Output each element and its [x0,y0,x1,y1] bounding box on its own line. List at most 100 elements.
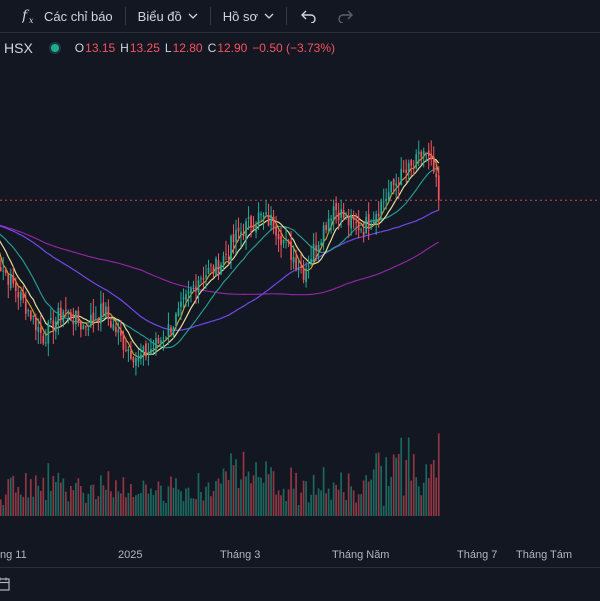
candle-body [207,267,210,274]
candle-body [225,253,227,255]
undo-button[interactable] [291,0,327,32]
volume-bar [427,477,430,516]
volume-bar [120,493,122,516]
candle-body [330,218,332,221]
calendar-icon[interactable] [0,577,10,596]
price-chart[interactable] [0,58,600,545]
candle-body [222,256,225,264]
volume-bar [69,485,72,516]
chart-type-button[interactable]: Biểu đồ [130,0,206,32]
profile-button[interactable]: Hồ sơ [215,0,282,32]
volume-bar [240,479,242,516]
candle-body [365,216,368,234]
volume-bar [17,487,20,516]
volume-bar [140,493,142,516]
time-axis[interactable]: ng 11 2025 Tháng 3 Tháng Năm Tháng 7 Thá… [0,545,600,567]
svg-text:x: x [29,16,34,24]
candle-body [277,234,280,240]
candle-body [405,169,408,173]
volume-bar [125,497,127,516]
candle-body [212,266,215,274]
candle-body [437,175,440,201]
low-label: L [164,41,172,55]
candle-body [130,351,132,359]
candle-body [380,201,383,215]
candle-body [64,309,67,311]
volume-bar [19,494,22,516]
candle-body [69,312,72,321]
volume-bar [97,496,100,516]
candle-body [252,225,255,230]
volume-bar [132,497,135,516]
volume-bar [182,501,185,516]
volume-bar [342,492,345,516]
volume-bar [47,463,50,516]
candle-body [172,326,175,336]
candle-body [430,153,433,160]
symbol-label[interactable]: HSX [4,40,33,56]
candle-body [420,151,423,157]
candle-body [325,224,327,231]
candle-body [357,221,360,231]
volume-bar [107,471,110,516]
volume-bar [262,482,265,516]
volume-bar [315,494,317,516]
candle-body [34,316,37,331]
low-value: 12.80 [172,41,203,55]
chart-type-label: Biểu đồ [137,8,182,24]
candle-body [22,292,25,299]
candle-body [82,325,85,330]
volume-bar [267,474,270,516]
volume-bar [62,478,65,516]
volume-bar [162,500,165,516]
volume-bar [290,467,292,516]
market-status-dot[interactable] [50,44,59,52]
candle-body [100,303,102,324]
volume-bar [250,483,252,516]
candle-body [397,185,400,187]
indicators-label: Các chỉ báo [44,8,113,24]
redo-button[interactable] [327,0,363,32]
candle-body [195,286,197,291]
volume-bar [395,457,398,516]
candle-body [257,212,260,226]
candle-body [182,297,185,300]
undo-icon [301,9,317,23]
volume-bar [277,490,280,516]
time-axis-label: Tháng Năm [332,549,390,561]
volume-bar [77,478,80,516]
volume-bar [74,482,77,516]
high-label: H [120,41,129,55]
candle-body [327,218,330,232]
volume-bar [4,494,7,516]
candle-body [0,267,2,271]
volume-bar [95,499,97,516]
volume-bar [367,481,370,516]
candle-body [127,349,130,352]
volume-bar [72,490,75,516]
volume-bar [325,493,327,516]
candle-body [300,266,302,269]
volume-bar [332,482,335,516]
volume-bar [405,459,408,516]
candle-body [285,238,287,241]
chevron-down-icon [188,13,198,19]
volume-bar [145,484,147,516]
candle-body [62,311,65,322]
candle-body [42,335,45,344]
candle-body [342,209,345,218]
candle-body [125,349,127,351]
candle-body [367,214,370,229]
candle-body [302,268,305,280]
candle-body [74,310,77,325]
candle-body [87,328,90,331]
volume-bar [92,484,95,516]
candle-body [432,156,435,172]
candle-body [275,226,277,236]
candle-body [360,229,363,231]
volume-bar [310,494,312,516]
volume-bar [102,485,105,516]
volume-bar [187,487,190,516]
